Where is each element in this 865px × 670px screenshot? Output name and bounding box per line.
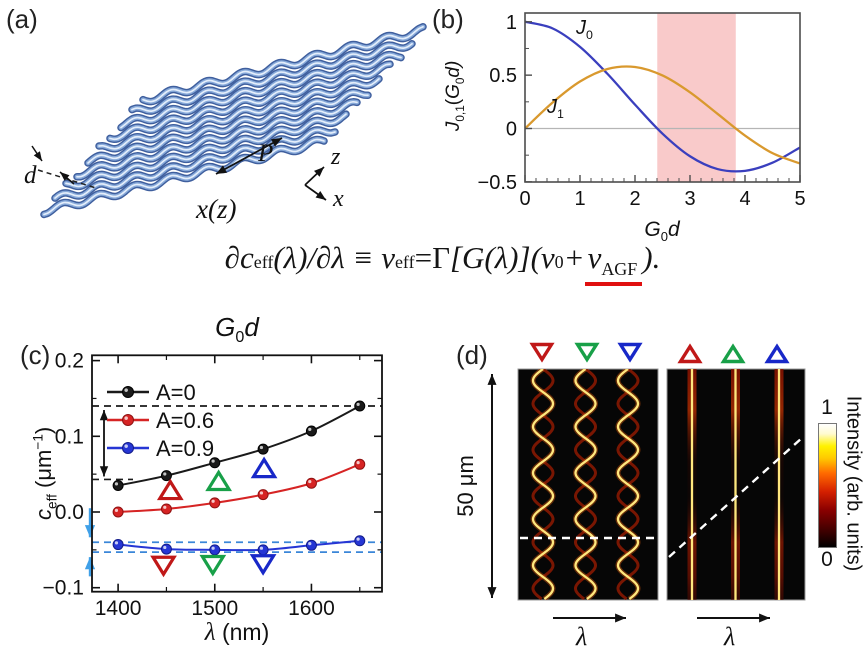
panel-b-ylabel: J0,1(G0d) <box>443 31 467 161</box>
svg-text:0: 0 <box>506 119 517 141</box>
eq-sub-agf: AGF <box>601 259 638 280</box>
ceff-close: ) <box>30 426 56 435</box>
xlabel-nm: (nm) <box>215 619 270 645</box>
ceff-c: c <box>30 508 56 520</box>
eq-equals: = <box>414 240 433 275</box>
ceff-unit: (μm <box>30 449 56 495</box>
legend-item-a0: A=0 <box>156 380 196 406</box>
bessel-plot: 0 1 2 3 4 510.50−0.5 <box>478 12 806 210</box>
curve-j1-label: J1 <box>547 96 564 121</box>
intensity-colorbar <box>818 423 837 548</box>
xlabel-lambda: λ <box>204 619 216 646</box>
svg-text:0.1: 0.1 <box>55 425 84 448</box>
ceff-sub: eff <box>44 494 60 509</box>
eq-nu-agf-underlined: νAGF <box>584 240 643 287</box>
eq-nu: ν <box>587 240 602 275</box>
svg-text:0.5: 0.5 <box>489 65 517 87</box>
svg-text:0.2: 0.2 <box>55 350 84 373</box>
eq-sub-0: 0 <box>554 252 564 272</box>
eq-dceff: ∂c <box>224 240 254 275</box>
panel-c-ylabel: ceff (μm−1) <box>31 383 60 563</box>
ylabel-g-sub: 0 <box>453 77 467 85</box>
svg-text:0.0: 0.0 <box>55 501 84 524</box>
gap-d-label: d <box>24 162 37 189</box>
j0-base: J <box>576 17 586 39</box>
xlabel-g: G <box>644 218 661 241</box>
period-p-label: P <box>258 140 274 167</box>
profile-xz-label: x(z) <box>196 194 237 224</box>
eq-sub-eff1: eff <box>253 252 274 272</box>
ylabel-j-sub: 0,1 <box>453 105 467 122</box>
axis-z-label: z <box>331 144 341 170</box>
j1-base: J <box>547 96 557 118</box>
xlabel-end: d <box>667 218 680 241</box>
eq-gamma: Γ <box>432 240 450 275</box>
ylabel-end: d) <box>443 60 465 78</box>
panel-c-xlabel: λ (nm) <box>167 619 307 647</box>
legend-label-a09: A=0.9 <box>156 436 215 461</box>
ylabel-j: J <box>443 121 465 132</box>
panel-d-label: (d) <box>456 340 488 370</box>
panel-c-title: G0d <box>187 312 287 347</box>
svg-text:0: 0 <box>519 188 530 210</box>
svg-text:1: 1 <box>574 188 585 210</box>
colorbar-title: Intensity (arb. units) <box>842 395 865 572</box>
wavy-map <box>520 369 656 600</box>
title-g: G <box>215 312 236 342</box>
panel-b-label: (b) <box>432 4 464 34</box>
svg-text:1500: 1500 <box>191 597 238 620</box>
legend-item-a09: A=0.9 <box>156 436 214 462</box>
legend-label-a0: A=0 <box>156 380 196 405</box>
svg-text:−0.5: −0.5 <box>478 172 517 194</box>
colorbar-min-label: 0 <box>821 548 833 571</box>
panel-b-xlabel: G0d <box>612 218 712 244</box>
eq-mid1: (λ)/∂λ ≡ ν <box>273 240 395 275</box>
lambda-right-label: λ <box>724 622 736 651</box>
scale-50um-label: 50 μm <box>453 455 478 517</box>
xlabel-g-sub: 0 <box>660 229 668 245</box>
svg-text:1600: 1600 <box>288 597 335 620</box>
ceff-sup: −1 <box>30 434 46 450</box>
eq-sub-eff2: eff <box>394 252 415 272</box>
eq-end: ). <box>642 240 661 275</box>
svg-text:1400: 1400 <box>95 597 142 620</box>
svg-text:5: 5 <box>794 188 805 210</box>
panel-a-annotations <box>31 137 327 201</box>
svg-text:2: 2 <box>629 188 640 210</box>
svg-text:4: 4 <box>739 188 750 210</box>
intensity-maps <box>487 342 806 623</box>
panel-a-label: (a) <box>6 4 38 34</box>
axis-x-label: x <box>333 186 344 212</box>
panel-c-label: (c) <box>20 340 51 370</box>
j0-sub: 0 <box>586 28 593 42</box>
curve-j0-label: J0 <box>576 17 593 42</box>
legend-item-a06: A=0.6 <box>156 408 214 434</box>
waveguide-array <box>40 23 427 219</box>
ylabel-open: ( <box>443 98 465 106</box>
eq-mid2: [G(λ)](ν <box>449 240 555 275</box>
ylabel-g: G <box>443 84 465 99</box>
lambda-left-label: λ <box>576 622 588 651</box>
svg-text:−0.1: −0.1 <box>43 577 84 600</box>
ceff-plot: 1400 1500 1600 0.2 0.1 0.0 −0.1 <box>43 350 383 620</box>
title-end: d <box>244 312 259 342</box>
eq-plus: + <box>563 240 585 275</box>
svg-text:1: 1 <box>506 12 517 34</box>
j1-sub: 1 <box>557 107 564 121</box>
equation: ∂c eff (λ)/∂λ ≡ ν eff = Γ [G(λ)](ν 0 + νAGF). <box>170 240 715 294</box>
straight-map <box>668 369 804 600</box>
svg-text:3: 3 <box>684 188 695 210</box>
title-g-sub: 0 <box>235 328 245 347</box>
colorbar-max-label: 1 <box>821 396 833 419</box>
legend-label-a06: A=0.6 <box>156 408 215 433</box>
